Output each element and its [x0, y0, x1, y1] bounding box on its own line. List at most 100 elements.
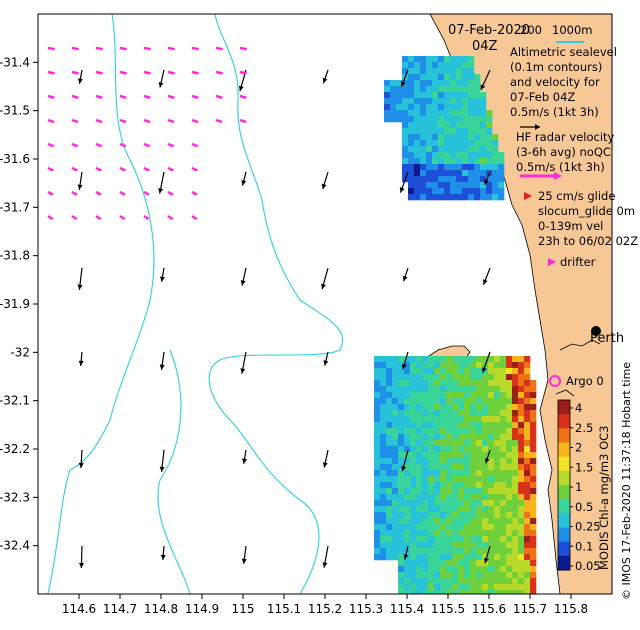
chl-pixel	[380, 554, 387, 561]
chl-pixel	[494, 362, 501, 369]
chl-pixel	[452, 548, 459, 555]
chl-pixel	[488, 368, 495, 375]
chl-pixel	[494, 398, 501, 405]
chl-pixel	[518, 566, 525, 573]
chl-pixel	[470, 446, 477, 453]
chl-pixel	[500, 374, 507, 381]
chl-pixel	[500, 530, 507, 537]
chl-pixel	[390, 116, 397, 123]
chl-pixel	[398, 458, 405, 465]
chl-pixel	[416, 416, 423, 423]
chl-pixel	[458, 524, 465, 531]
chl-pixel	[434, 356, 441, 363]
chl-pixel	[404, 590, 411, 594]
chl-pixel	[380, 464, 387, 471]
chl-pixel	[458, 422, 465, 429]
chl-pixel	[462, 152, 469, 159]
chl-pixel	[422, 488, 429, 495]
chl-pixel	[488, 398, 495, 405]
chl-pixel	[414, 62, 421, 69]
chl-pixel	[434, 452, 441, 459]
chl-pixel	[512, 446, 519, 453]
chl-pixel	[500, 368, 507, 375]
chl-pixel	[518, 560, 525, 567]
hf-vector	[95, 190, 102, 196]
chl-pixel	[432, 92, 439, 99]
chl-pixel	[486, 182, 493, 189]
chl-pixel	[426, 176, 433, 183]
chl-pixel	[468, 116, 475, 123]
chl-pixel	[470, 506, 477, 513]
chl-pixel	[386, 500, 393, 507]
chl-pixel	[446, 458, 453, 465]
chl-pixel	[458, 404, 465, 411]
chl-pixel	[518, 470, 525, 477]
chl-pixel	[380, 512, 387, 519]
chl-pixel	[530, 530, 537, 537]
chl-pixel	[422, 524, 429, 531]
chl-pixel	[530, 404, 537, 411]
chl-pixel	[384, 80, 391, 87]
chl-pixel	[518, 500, 525, 507]
chl-pixel	[428, 410, 435, 417]
chl-pixel	[488, 476, 495, 483]
chl-pixel	[408, 128, 415, 135]
chl-pixel	[374, 416, 381, 423]
chl-pixel	[434, 518, 441, 525]
chl-pixel	[420, 176, 427, 183]
chl-pixel	[506, 410, 513, 417]
chl-pixel	[452, 518, 459, 525]
chl-pixel	[426, 92, 433, 99]
hf-vector	[143, 118, 151, 124]
chl-pixel	[488, 566, 495, 573]
chl-pixel	[488, 560, 495, 567]
chl-pixel	[414, 194, 421, 201]
x-tick-label: 114.6	[62, 602, 96, 616]
chl-pixel	[426, 188, 433, 195]
y-tick-label: -32	[10, 345, 30, 359]
chl-pixel	[512, 416, 519, 423]
chl-pixel	[512, 524, 519, 531]
chl-pixel	[470, 422, 477, 429]
chl-pixel	[452, 506, 459, 513]
chl-pixel	[450, 140, 457, 147]
chl-pixel	[456, 74, 463, 81]
chl-pixel	[530, 458, 537, 465]
chl-pixel	[506, 398, 513, 405]
chl-pixel	[408, 140, 415, 147]
chl-pixel	[500, 500, 507, 507]
chl-pixel	[380, 440, 387, 447]
chl-pixel	[402, 140, 409, 147]
chl-pixel	[386, 410, 393, 417]
chl-pixel	[410, 590, 417, 594]
chl-pixel	[404, 536, 411, 543]
chl-pixel	[428, 452, 435, 459]
chl-pixel	[486, 176, 493, 183]
chl-pixel	[506, 542, 513, 549]
chl-pixel	[530, 446, 537, 453]
chl-pixel	[380, 548, 387, 555]
chl-pixel	[416, 578, 423, 585]
chl-pixel	[450, 146, 457, 153]
chl-pixel	[420, 62, 427, 69]
chl-pixel	[524, 380, 531, 387]
hf-vector	[119, 46, 127, 51]
chl-pixel	[414, 146, 421, 153]
chl-pixel	[392, 506, 399, 513]
chl-pixel	[380, 452, 387, 459]
chl-pixel	[426, 140, 433, 147]
chl-pixel	[410, 374, 417, 381]
chl-pixel	[402, 170, 409, 177]
chl-pixel	[386, 422, 393, 429]
chl-pixel	[450, 80, 457, 87]
chl-pixel	[414, 80, 421, 87]
chl-pixel	[450, 164, 457, 171]
hf-vector	[95, 214, 102, 221]
chl-pixel	[422, 500, 429, 507]
chl-pixel	[410, 356, 417, 363]
altimetric-line5: 0.5m/s (1kt 3h)	[510, 105, 599, 119]
chl-pixel	[434, 362, 441, 369]
chl-pixel	[432, 188, 439, 195]
chl-pixel	[416, 530, 423, 537]
chl-pixel	[464, 536, 471, 543]
